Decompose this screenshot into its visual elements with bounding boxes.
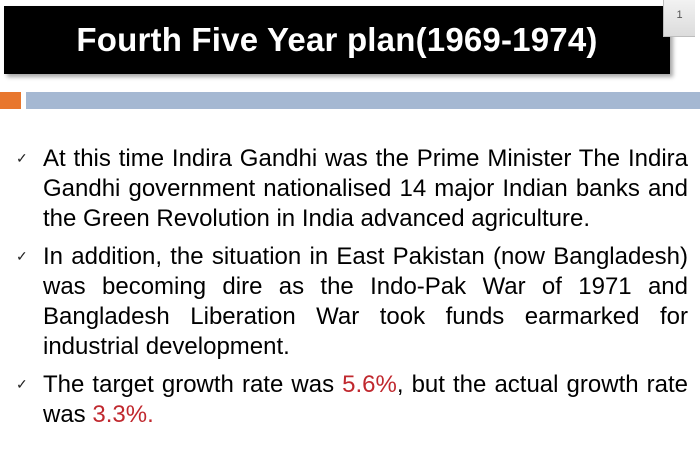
bullet-item: ✓ In addition, the situation in East Pak… bbox=[16, 242, 688, 362]
checkmark-icon: ✓ bbox=[16, 376, 28, 392]
page-number: 1 bbox=[676, 9, 683, 21]
accent-square bbox=[0, 92, 21, 109]
target-growth-rate: 5.6% bbox=[342, 371, 397, 398]
bullet-item: ✓ The target growth rate was 5.6%, but t… bbox=[16, 370, 688, 430]
bullet-text: At this time Indira Gandhi was the Prime… bbox=[43, 145, 688, 232]
page-number-tab: 1 bbox=[663, 0, 695, 37]
slide-title-bar: Fourth Five Year plan(1969-1974) bbox=[4, 6, 670, 74]
checkmark-icon: ✓ bbox=[16, 248, 28, 264]
bullet-item: ✓ At this time Indira Gandhi was the Pri… bbox=[16, 144, 688, 234]
slide-title: Fourth Five Year plan(1969-1974) bbox=[76, 21, 598, 58]
actual-growth-rate: 3.3%. bbox=[92, 401, 154, 428]
accent-bar bbox=[26, 92, 700, 109]
bullet-text: The target growth rate was 5.6%, but the… bbox=[43, 370, 688, 430]
checkmark-icon: ✓ bbox=[16, 150, 28, 166]
bullet-text: In addition, the situation in East Pakis… bbox=[43, 243, 688, 360]
slide-content: ✓ At this time Indira Gandhi was the Pri… bbox=[16, 144, 688, 438]
growth-text-middle: , but the actual growth rate was bbox=[43, 371, 689, 428]
growth-text-before: The target growth rate was bbox=[43, 371, 343, 398]
